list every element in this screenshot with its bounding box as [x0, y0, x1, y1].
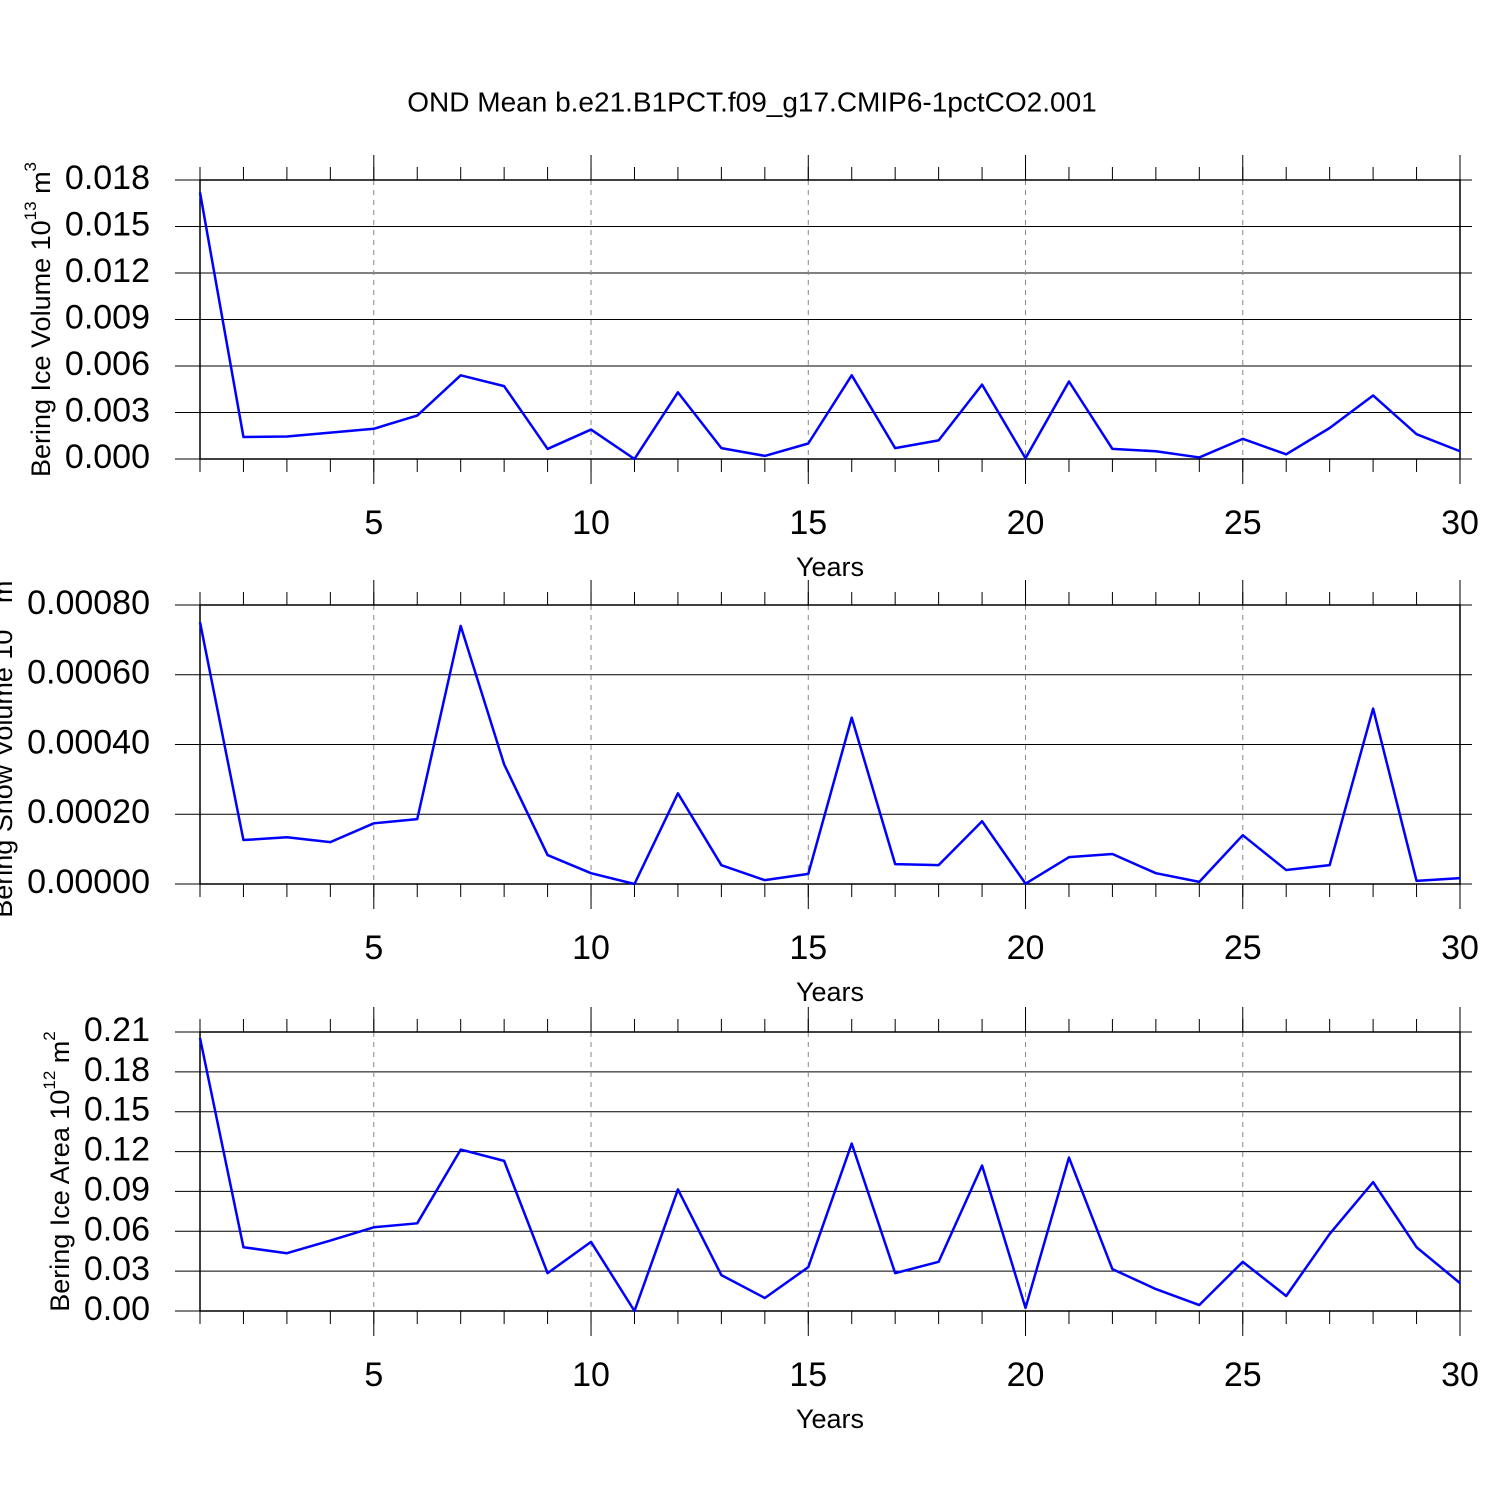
y-tick-label: 0.06 — [84, 1210, 150, 1248]
y-axis-label-unit: m — [45, 1041, 75, 1071]
x-axis-label: Years — [796, 1404, 864, 1434]
y-tick-label: 0.012 — [65, 252, 150, 290]
x-tick-label: 5 — [364, 504, 383, 542]
x-tick-label: 15 — [789, 504, 827, 542]
data-line — [198, 1037, 1461, 1313]
y-tick-label: 0.00000 — [27, 863, 150, 901]
x-tick-label: 5 — [364, 1356, 383, 1394]
y-axis-label-text: Bering Snow Volume 10 — [0, 630, 18, 918]
y-tick-label: 0.006 — [65, 345, 150, 383]
x-tick-label: 25 — [1224, 504, 1262, 542]
y-tick-label: 0.03 — [84, 1250, 150, 1288]
y-tick-label: 0.00040 — [27, 723, 150, 761]
y-tick-label: 0.00080 — [27, 584, 150, 622]
x-tick-label: 10 — [572, 504, 610, 542]
x-tick-label: 10 — [572, 1356, 610, 1394]
x-tick-label: 30 — [1441, 929, 1479, 967]
y-axis-label-unit-exponent: 2 — [40, 1031, 59, 1040]
y-axis-label-unit: m — [0, 581, 18, 611]
y-tick-label: 0.12 — [84, 1131, 150, 1169]
x-tick-label: 10 — [572, 929, 610, 967]
y-axis-label-unit-exponent: 3 — [0, 571, 3, 580]
x-tick-label: 25 — [1224, 929, 1262, 967]
y-tick-label: 0.015 — [65, 205, 150, 243]
data-line — [198, 621, 1461, 886]
y-axis-label: Bering Snow Volume 1013 m3 — [0, 571, 18, 918]
x-tick-label: 30 — [1441, 504, 1479, 542]
y-tick-label: 0.00020 — [27, 793, 150, 831]
y-tick-label: 0.003 — [65, 391, 150, 429]
chart-title: OND Mean b.e21.B1PCT.f09_g17.CMIP6-1pctC… — [407, 86, 1096, 117]
x-tick-label: 30 — [1441, 1356, 1479, 1394]
y-axis-label-text: Bering Ice Area 10 — [45, 1090, 75, 1312]
x-tick-label: 20 — [1007, 929, 1045, 967]
x-tick-label: 25 — [1224, 1356, 1262, 1394]
y-tick-label: 0.21 — [84, 1011, 150, 1049]
y-axis-label-unit: m — [26, 171, 56, 201]
plot-frame — [199, 604, 1461, 885]
plot-frame — [199, 179, 1461, 460]
y-axis-label-exponent: 13 — [0, 611, 3, 630]
y-tick-label: 0.009 — [65, 298, 150, 336]
y-axis-label: Bering Ice Volume 1013 m3 — [21, 162, 56, 477]
x-axis-label: Years — [796, 552, 864, 582]
x-tick-label: 15 — [789, 1356, 827, 1394]
y-axis-label-unit-exponent: 3 — [21, 162, 40, 171]
y-tick-label: 0.09 — [84, 1170, 150, 1208]
y-tick-label: 0.18 — [84, 1051, 150, 1089]
x-tick-label: 20 — [1007, 504, 1045, 542]
y-axis-label-exponent: 12 — [40, 1071, 59, 1090]
y-tick-label: 0.15 — [84, 1091, 150, 1129]
y-tick-label: 0.000 — [65, 438, 150, 476]
y-tick-label: 0.00060 — [27, 654, 150, 692]
y-axis-label-text: Bering Ice Volume 10 — [26, 220, 56, 477]
x-tick-label: 15 — [789, 929, 827, 967]
plot-frame — [199, 1031, 1461, 1312]
y-axis-label-exponent: 13 — [21, 201, 40, 220]
data-line — [198, 192, 1461, 461]
y-axis-label: Bering Ice Area 1012 m2 — [40, 1031, 75, 1312]
x-tick-label: 5 — [364, 929, 383, 967]
y-tick-label: 0.018 — [65, 159, 150, 197]
x-axis-label: Years — [796, 977, 864, 1007]
x-tick-label: 20 — [1007, 1356, 1045, 1394]
y-tick-label: 0.00 — [84, 1290, 150, 1328]
